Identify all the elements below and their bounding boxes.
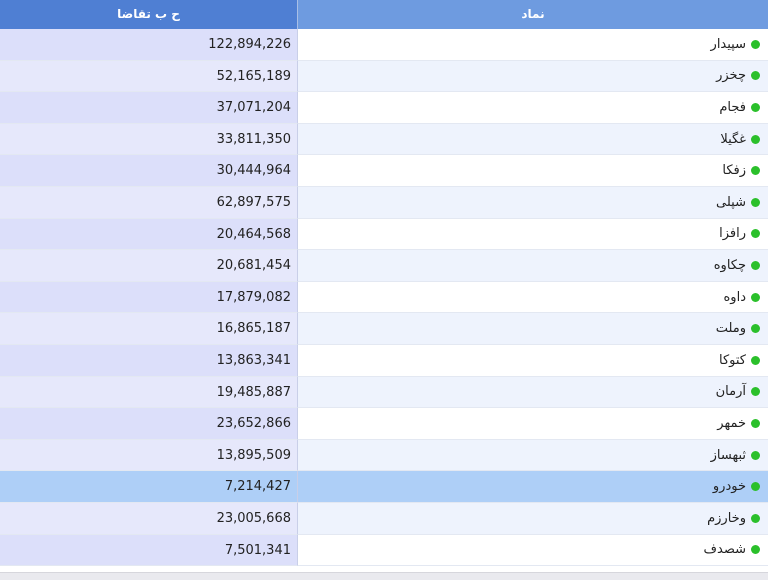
table-row[interactable]: 33,811,350 غگیلا (0, 123, 768, 156)
status-dot-icon (751, 102, 760, 112)
symbol-label: وملت (715, 321, 746, 337)
symbol-label: آرمان (715, 384, 746, 400)
symbol-cell[interactable]: خمهر (298, 408, 768, 440)
symbol-label: چخزر (716, 68, 746, 84)
demand-volume-cell: 7,501,341 (0, 534, 298, 567)
symbol-cell[interactable]: وخارزم (298, 502, 768, 535)
table-row[interactable]: 52,165,189 چخزر (0, 60, 768, 93)
status-dot-icon (751, 513, 760, 523)
symbol-cell[interactable]: داوه (298, 281, 768, 314)
demand-volume-cell: 17,879,082 (0, 281, 298, 314)
demand-volume-cell: 16,865,187 (0, 313, 298, 345)
demand-volume-cell: 37,071,204 (0, 92, 298, 124)
symbol-label: فجام (719, 99, 746, 115)
column-header-symbol[interactable]: نماد (298, 0, 768, 29)
demand-volume-cell: 52,165,189 (0, 60, 298, 93)
demand-volume-cell: 20,681,454 (0, 250, 298, 282)
symbol-label: چکاوه (713, 257, 746, 273)
status-dot-icon (751, 355, 760, 365)
table-header: ح ب تقاضا نماد (0, 0, 768, 29)
symbol-table: ح ب تقاضا نماد 122,894,226 سپیدار 52,165,1… (0, 0, 768, 567)
status-dot-icon (751, 229, 760, 239)
symbol-cell[interactable]: فجام (298, 92, 768, 124)
table-row[interactable]: 122,894,226 سپیدار (0, 29, 768, 61)
demand-volume-cell: 23,652,866 (0, 408, 298, 440)
symbol-cell[interactable]: خودرو (298, 471, 768, 503)
symbol-cell[interactable]: وملت (298, 313, 768, 345)
symbol-label: غگیلا (720, 131, 746, 147)
symbol-cell[interactable]: چکاوه (298, 250, 768, 282)
table-row[interactable]: 62,897,575 شپلی (0, 186, 768, 219)
table-row[interactable]: 23,005,668 وخارزم (0, 502, 768, 535)
symbol-label: سپیدار (710, 36, 746, 52)
status-dot-icon (751, 450, 760, 460)
table-row[interactable]: 17,879,082 داوه (0, 281, 768, 314)
demand-volume-cell: 20,464,568 (0, 218, 298, 251)
symbol-cell[interactable]: ثبهساز (298, 439, 768, 472)
demand-volume-cell: 13,863,341 (0, 344, 298, 377)
table-row[interactable]: 20,464,568 رافزا (0, 218, 768, 251)
symbol-cell[interactable]: آرمان (298, 376, 768, 409)
symbol-cell[interactable]: شپلی (298, 186, 768, 219)
symbol-label: وخارزم (707, 510, 746, 526)
table-row[interactable]: 30,444,964 زفکا (0, 155, 768, 187)
table-row[interactable]: 19,485,887 آرمان (0, 376, 768, 409)
status-dot-icon (751, 166, 760, 176)
table-row[interactable]: 7,214,427 خودرو (0, 471, 768, 503)
symbol-label: رافزا (719, 226, 746, 242)
status-dot-icon (751, 324, 760, 334)
symbol-label: شپلی (716, 194, 746, 210)
status-dot-icon (751, 482, 760, 492)
table-row[interactable]: 13,863,341 کتوکا (0, 344, 768, 377)
symbol-label: کتوکا (719, 352, 746, 368)
status-dot-icon (751, 387, 760, 397)
horizontal-scrollbar[interactable] (0, 572, 768, 580)
status-dot-icon (751, 134, 760, 144)
demand-volume-cell: 33,811,350 (0, 123, 298, 156)
table-row[interactable]: 16,865,187 وملت (0, 313, 768, 345)
symbol-label: داوه (723, 289, 747, 305)
status-dot-icon (751, 545, 760, 555)
demand-volume-cell: 7,214,427 (0, 471, 298, 503)
demand-volume-cell: 62,897,575 (0, 186, 298, 219)
symbol-label: خمهر (717, 415, 746, 431)
symbol-cell[interactable]: رافزا (298, 218, 768, 251)
table-row[interactable]: 13,895,509 ثبهساز (0, 439, 768, 472)
table-row[interactable]: 37,071,204 فجام (0, 92, 768, 124)
demand-volume-cell: 30,444,964 (0, 155, 298, 187)
symbol-label: شصدف (703, 542, 746, 558)
table-body: 122,894,226 سپیدار 52,165,189 چخزر 37,071,20… (0, 29, 768, 567)
status-dot-icon (751, 260, 760, 270)
table-row[interactable]: 20,681,454 چکاوه (0, 250, 768, 282)
symbol-label: خودرو (712, 479, 746, 495)
symbol-cell[interactable]: چخزر (298, 60, 768, 93)
status-dot-icon (751, 292, 760, 302)
symbol-cell[interactable]: شصدف (298, 534, 768, 567)
demand-volume-cell: 23,005,668 (0, 502, 298, 535)
symbol-cell[interactable]: زفکا (298, 155, 768, 187)
status-dot-icon (751, 418, 760, 428)
column-header-demand-volume[interactable]: ح ب تقاضا (0, 0, 298, 29)
table-row[interactable]: 23,652,866 خمهر (0, 408, 768, 440)
table-row[interactable]: 7,501,341 شصدف (0, 534, 768, 567)
symbol-label: ثبهساز (710, 447, 746, 463)
symbol-cell[interactable]: سپیدار (298, 29, 768, 61)
status-dot-icon (751, 71, 760, 81)
demand-volume-cell: 122,894,226 (0, 29, 298, 61)
demand-volume-cell: 13,895,509 (0, 439, 298, 472)
status-dot-icon (751, 39, 760, 49)
demand-volume-cell: 19,485,887 (0, 376, 298, 409)
symbol-label: زفکا (722, 163, 746, 179)
status-dot-icon (751, 197, 760, 207)
symbol-cell[interactable]: غگیلا (298, 123, 768, 156)
symbol-cell[interactable]: کتوکا (298, 344, 768, 377)
